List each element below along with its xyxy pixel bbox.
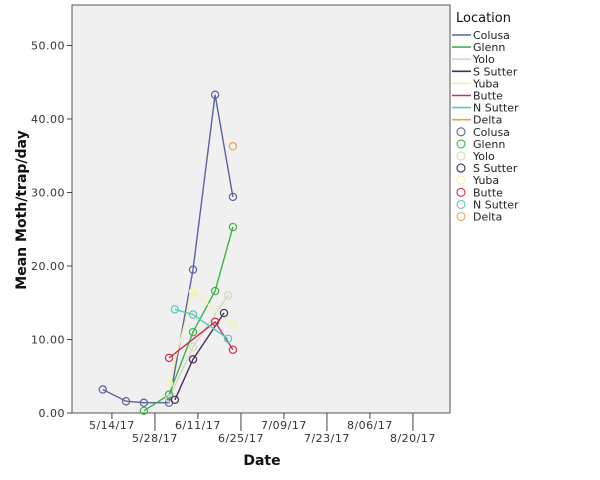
legend-item-marker-yolo: Yolo xyxy=(456,150,495,163)
data-point-colusa xyxy=(188,265,198,274)
legend-item-marker-colusa: Colusa xyxy=(456,126,510,139)
data-point-butte xyxy=(210,317,220,327)
legend-marker-swatch xyxy=(456,187,466,197)
x-tick-label: 8/20/17 xyxy=(390,432,436,445)
x-tick-label: 5/14/17 xyxy=(89,419,135,432)
series-lines xyxy=(102,94,234,412)
legend-marker-swatch xyxy=(456,139,466,149)
legend-item-marker-butte: Butte xyxy=(456,186,503,199)
legend-item-line-glenn: Glenn xyxy=(452,41,505,54)
data-point-yolo xyxy=(223,291,233,300)
legend-label: Yuba xyxy=(472,174,499,187)
legend-marker-swatch xyxy=(456,199,466,209)
data-point-yolo xyxy=(188,342,198,352)
legend-item-marker-glenn: Glenn xyxy=(456,138,505,151)
legend-marker-swatch xyxy=(456,151,466,161)
legend-item-marker-delta: Delta xyxy=(456,211,502,224)
y-tick-label: 50.00 xyxy=(31,40,65,53)
data-point-yolo xyxy=(164,394,174,403)
data-point-s-sutter xyxy=(170,395,180,404)
legend-label: S Sutter xyxy=(473,162,518,175)
legend-label: Colusa xyxy=(473,29,510,42)
legend-label: Glenn xyxy=(473,41,505,54)
legend-marker-swatch xyxy=(456,163,466,173)
y-tick-label: 40.00 xyxy=(31,113,65,126)
data-point-s-sutter xyxy=(188,355,198,364)
series-line-colusa xyxy=(102,94,234,404)
series-line-butte xyxy=(168,320,234,359)
series-line-yolo xyxy=(168,295,229,399)
y-tick-label: 10.00 xyxy=(31,334,65,347)
legend-item-marker-n-sutter: N Sutter xyxy=(456,198,519,211)
data-point-colusa xyxy=(228,192,238,202)
legend-item-line-yuba: Yuba xyxy=(452,77,499,90)
legend-label: Glenn xyxy=(473,138,505,151)
legend-item-line-yolo: Yolo xyxy=(452,53,495,66)
x-axis-title: Date xyxy=(243,453,280,469)
series-line-yuba xyxy=(168,290,234,384)
y-axis-title: Mean Moth/trap/day xyxy=(14,130,30,289)
data-point-glenn xyxy=(139,406,149,415)
legend-label: N Sutter xyxy=(473,198,519,211)
data-point-colusa xyxy=(98,385,107,394)
legend-label: Yuba xyxy=(472,77,499,90)
legend-label: Delta xyxy=(473,114,502,127)
data-point-colusa xyxy=(121,397,131,406)
data-point-n-sutter xyxy=(170,305,180,314)
legend-label: Colusa xyxy=(473,126,510,139)
legend-label: S Sutter xyxy=(473,65,518,78)
x-tick-label: 5/28/17 xyxy=(132,432,178,445)
legend-item-marker-yuba: Yuba xyxy=(456,174,499,187)
series-markers xyxy=(98,90,238,415)
legend-marker-swatch xyxy=(456,127,466,137)
data-point-yuba xyxy=(164,379,174,388)
legend-item-line-s-sutter: S Sutter xyxy=(452,65,518,78)
data-point-glenn xyxy=(188,327,198,337)
data-point-n-sutter xyxy=(223,334,233,343)
legend-item-marker-s-sutter: S Sutter xyxy=(456,162,518,175)
data-point-glenn xyxy=(228,222,238,232)
legend-label: Yolo xyxy=(472,53,495,66)
x-tick-label: 7/23/17 xyxy=(304,432,350,445)
x-tick-label: 6/11/17 xyxy=(175,419,221,432)
legend-marker-swatch xyxy=(456,211,466,222)
data-point-s-sutter xyxy=(219,308,229,318)
legend-item-line-butte: Butte xyxy=(452,90,503,103)
x-axis: 5/14/175/28/176/11/176/25/177/09/177/23/… xyxy=(89,413,436,445)
legend-label: Delta xyxy=(473,211,502,224)
legend-item-line-colusa: Colusa xyxy=(452,29,510,42)
data-point-butte xyxy=(228,345,238,354)
y-tick-label: 30.00 xyxy=(31,187,65,200)
data-point-n-sutter xyxy=(188,310,198,319)
data-point-delta xyxy=(228,141,238,151)
data-point-yuba xyxy=(228,320,238,329)
data-point-colusa xyxy=(139,398,149,407)
series-line-glenn xyxy=(143,226,234,412)
y-axis: 0.00 10.00 20.00 30.00 40.00 50.00 xyxy=(31,40,72,420)
legend-title: Location xyxy=(456,11,511,26)
legend-marker-swatch xyxy=(456,175,466,185)
legend-label: Yolo xyxy=(472,150,495,163)
y-tick-label: 20.00 xyxy=(31,260,65,273)
data-point-glenn xyxy=(210,286,220,296)
x-tick-label: 7/09/17 xyxy=(261,419,307,432)
x-tick-label: 6/25/17 xyxy=(218,432,264,445)
legend-label: Butte xyxy=(473,90,503,103)
series-line-n-sutter xyxy=(174,308,229,340)
y-tick-label: 0.00 xyxy=(39,407,66,420)
legend-label: N Sutter xyxy=(473,102,519,115)
data-point-colusa xyxy=(210,90,220,99)
legend-item-line-n-sutter: N Sutter xyxy=(452,102,519,115)
plot-area xyxy=(71,4,451,414)
data-point-butte xyxy=(164,353,174,363)
x-tick-label: 8/06/17 xyxy=(347,419,393,432)
data-point-yuba xyxy=(188,287,198,296)
data-point-glenn xyxy=(164,390,174,399)
legend-label: Butte xyxy=(473,186,503,199)
legend-item-line-delta: Delta xyxy=(452,114,502,127)
